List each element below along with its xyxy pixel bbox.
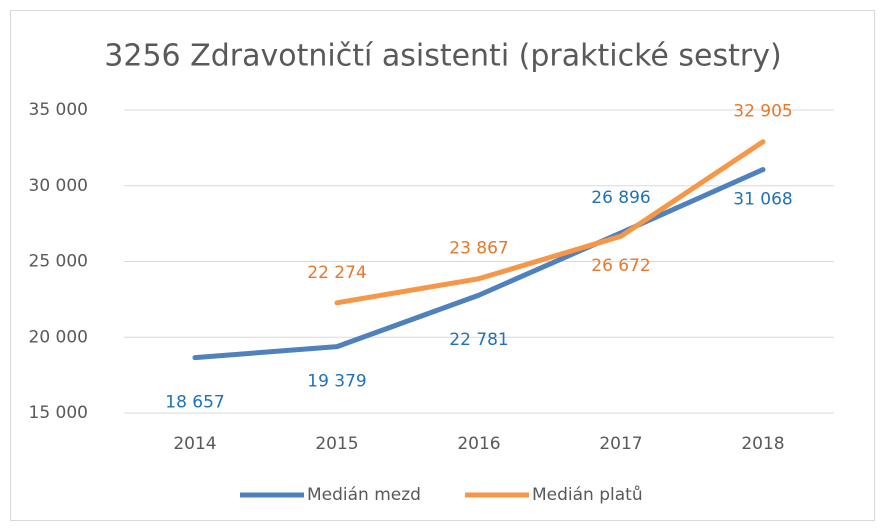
x-tick-label: 2018 [741, 434, 784, 454]
x-tick-label: 2014 [173, 434, 216, 454]
data-label: 22 781 [449, 330, 508, 350]
y-tick-label: 35 000 [29, 100, 88, 120]
y-tick-label: 30 000 [29, 176, 88, 196]
data-label: 26 672 [591, 256, 650, 276]
data-label: 23 867 [449, 239, 508, 259]
legend-label: Medián mezd [307, 485, 421, 505]
chart-title: 3256 Zdravotničtí asistenti (praktické s… [104, 39, 781, 74]
data-label: 32 905 [733, 102, 792, 122]
data-label: 22 274 [307, 263, 366, 283]
data-label: 19 379 [307, 372, 366, 392]
data-label: 18 657 [165, 393, 224, 413]
y-tick-label: 20 000 [29, 327, 88, 347]
x-tick-label: 2015 [315, 434, 358, 454]
y-tick-label: 25 000 [29, 252, 88, 272]
series-line [192, 167, 766, 361]
legend-label: Medián platů [532, 485, 643, 505]
series-line [334, 139, 766, 306]
x-tick-label: 2016 [457, 434, 500, 454]
x-tick-label: 2017 [599, 434, 642, 454]
chart-border [10, 10, 875, 521]
data-label: 31 068 [733, 190, 792, 210]
y-tick-label: 15 000 [29, 403, 88, 423]
data-label: 26 896 [591, 188, 650, 208]
